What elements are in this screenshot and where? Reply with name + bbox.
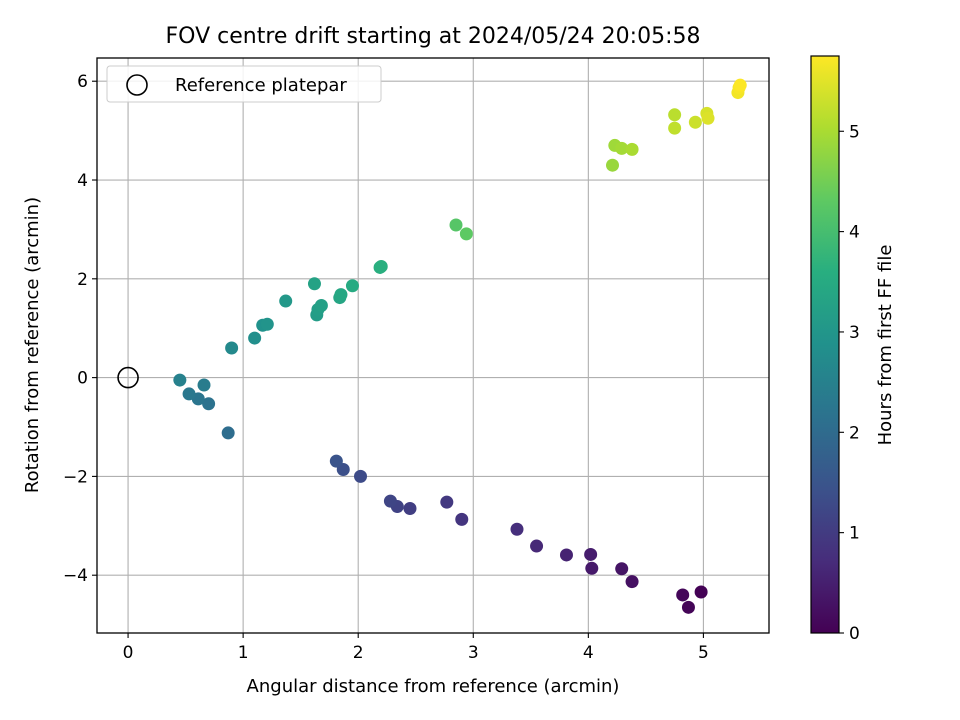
x-tick-label: 3 (468, 643, 479, 663)
data-points (173, 78, 747, 614)
data-point (615, 141, 629, 155)
colorbar-tick-label: 5 (849, 122, 860, 142)
data-point (345, 279, 359, 293)
data-point (260, 317, 274, 331)
data-point (354, 469, 368, 483)
reference-marker (117, 366, 139, 389)
legend-box (106, 65, 382, 103)
data-point (668, 108, 682, 122)
data-point (248, 331, 262, 345)
data-point (202, 397, 216, 411)
data-point (530, 539, 544, 553)
data-point (625, 142, 639, 156)
y-tick-label: 4 (77, 171, 88, 191)
x-tick-label: 2 (353, 643, 364, 663)
data-point (733, 78, 747, 92)
data-point (182, 387, 196, 401)
data-point (459, 227, 473, 241)
legend-label: Reference platepar (175, 75, 347, 96)
colorbar-tick-label: 0 (849, 624, 860, 644)
data-point (374, 259, 388, 273)
colorbar-label: Hours from first FF file (875, 245, 896, 446)
colorbar-tick-label: 2 (849, 423, 860, 443)
y-tick-label: 2 (77, 270, 88, 290)
data-point (334, 288, 348, 302)
colorbar-tick-label: 4 (849, 223, 860, 243)
colorbar-gradient (810, 55, 840, 634)
x-tick-label: 4 (583, 643, 594, 663)
x-tick-label: 5 (698, 643, 709, 663)
y-tick-label: −2 (63, 467, 88, 487)
y-axis-ticks: −4 −2 0 2 4 6 (63, 72, 97, 586)
legend: Reference platepar (106, 65, 382, 103)
data-point (681, 600, 695, 614)
chart-title: FOV centre drift starting at 2024/05/24 … (166, 24, 701, 49)
colorbar-tick-label: 3 (849, 323, 860, 343)
y-axis-label: Rotation from reference (arcmin) (22, 197, 43, 493)
data-point (701, 111, 715, 125)
x-axis-label: Angular distance from reference (arcmin) (247, 676, 620, 697)
data-point (307, 277, 321, 291)
data-point (688, 115, 702, 129)
data-point (383, 494, 397, 508)
data-point (225, 341, 239, 355)
data-point (279, 294, 293, 308)
data-point (455, 512, 469, 526)
data-point (559, 548, 573, 562)
y-tick-label: 6 (77, 72, 88, 92)
data-point (449, 218, 463, 232)
data-point (221, 426, 235, 440)
x-tick-label: 0 (123, 643, 134, 663)
data-point (329, 454, 343, 468)
data-point (668, 121, 682, 135)
data-point (173, 373, 187, 387)
x-axis-ticks: 0 1 2 3 4 5 (123, 633, 709, 663)
data-point (606, 158, 620, 172)
data-point (197, 378, 211, 392)
y-tick-label: −4 (63, 566, 88, 586)
colorbar-ticks: 0 1 2 3 4 5 (839, 122, 860, 644)
y-tick-label: 0 (77, 369, 88, 389)
plot-frame (96, 57, 770, 634)
x-tick-label: 1 (238, 643, 249, 663)
colorbar: 0 1 2 3 4 5 Hours from first FF file (810, 55, 896, 644)
data-point (403, 502, 417, 516)
grid (97, 58, 769, 633)
colorbar-tick-label: 1 (849, 524, 860, 544)
data-point (314, 298, 328, 312)
data-point (585, 561, 599, 575)
data-point (625, 575, 639, 589)
data-point (615, 562, 629, 576)
legend-marker (126, 74, 148, 96)
data-point (676, 588, 690, 602)
data-point (510, 522, 524, 536)
data-point (584, 547, 598, 561)
data-point (440, 495, 454, 509)
data-point (694, 585, 708, 599)
